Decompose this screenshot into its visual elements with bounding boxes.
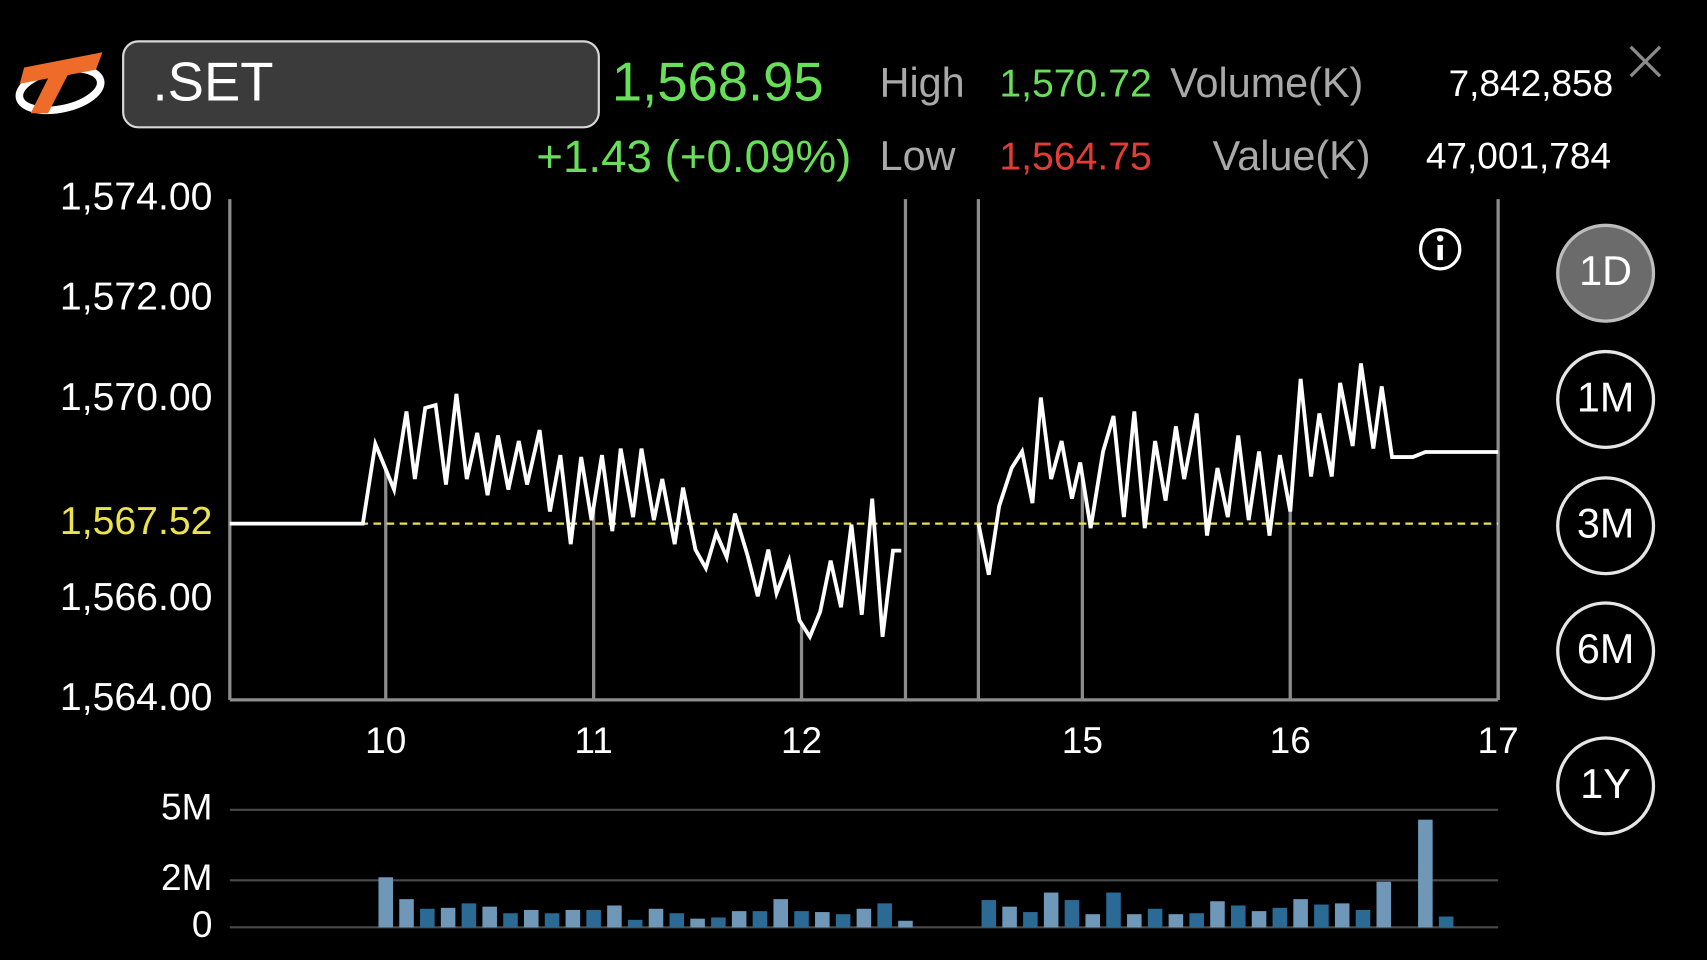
volume-bar: [794, 911, 809, 928]
volume-bar: [1106, 892, 1121, 928]
volume-bar: [648, 908, 664, 928]
range-button[interactable]: [1556, 601, 1656, 701]
symbol[interactable]: .SET: [153, 51, 274, 112]
close-button[interactable]: [1629, 45, 1662, 78]
y-tick-label: 1,566.00: [60, 576, 212, 619]
volume-bar: [773, 899, 789, 928]
change: +1.43 (+0.09%): [536, 131, 851, 182]
volume-bar: [731, 911, 747, 928]
volume-bar: [503, 913, 518, 928]
volume-bar: [1127, 914, 1142, 928]
high-value: 1,570.72: [999, 62, 1151, 105]
volume-bar: [399, 899, 414, 928]
volume-bar: [544, 913, 560, 928]
volume-bar: [523, 909, 539, 928]
x-tick-label: 12: [781, 720, 822, 761]
value-value: 47,001,784: [1426, 136, 1611, 177]
volume-bar: [981, 900, 997, 928]
volume-label: Volume(K): [1170, 60, 1363, 106]
x-tick-label: 16: [1270, 720, 1311, 761]
volume-bar: [1189, 913, 1204, 928]
x-tick-label: 15: [1062, 720, 1103, 761]
volume-bar: [1334, 903, 1350, 928]
volume-bar: [1438, 916, 1454, 928]
high-label: High: [880, 60, 965, 106]
volume-bar: [1418, 819, 1433, 928]
volume-bar: [420, 908, 435, 928]
volume-bar: [607, 905, 622, 928]
volume-value: 7,842,858: [1449, 63, 1614, 104]
volume-bar: [856, 908, 872, 928]
volume-bar: [752, 911, 768, 928]
y-tick-label: 1,570.00: [60, 376, 212, 419]
y-tick-label: 1,574.00: [60, 176, 212, 219]
volume-tick-label: 0: [192, 904, 213, 945]
volume-tick-label: 5M: [161, 787, 212, 828]
charts: 1,564.00 1,566.00 1,570.00 1,572.00 1,574.00…: [60, 176, 1519, 946]
range-button[interactable]: [1556, 223, 1656, 323]
low-label: Low: [880, 133, 956, 179]
x-tick-label: 10: [365, 720, 406, 761]
volume-bar: [482, 906, 497, 928]
value-label: Value(K): [1213, 133, 1371, 179]
volume-bar: [378, 877, 394, 928]
info-button[interactable]: [1418, 228, 1462, 271]
range-button-label[interactable]: 3M: [1577, 501, 1634, 547]
volume-bar: [1230, 905, 1246, 928]
price-line: [229, 363, 1499, 641]
volume-bar: [461, 903, 477, 928]
volume-bar: [877, 903, 892, 928]
volume-bar: [1147, 908, 1163, 928]
range-button-label[interactable]: 1Y: [1580, 761, 1631, 807]
x-tick-label: 11: [574, 720, 612, 761]
range-button-label[interactable]: 1M: [1577, 374, 1634, 420]
volume-bar: [1251, 911, 1267, 928]
volume-bar: [565, 909, 581, 928]
range-button[interactable]: [1556, 736, 1656, 836]
logo: [15, 52, 105, 115]
range-button-label[interactable]: 1D: [1579, 248, 1632, 294]
volume-bar: [1314, 904, 1329, 928]
search-box[interactable]: [122, 40, 600, 129]
volume-bar: [690, 918, 705, 928]
volume-bar: [1043, 892, 1059, 928]
volume-bar: [711, 917, 726, 928]
volume-bar: [898, 920, 913, 928]
volume-bar: [1023, 912, 1038, 928]
y-tick-label: 1,572.00: [60, 276, 212, 319]
volume-bar: [835, 914, 851, 928]
volume-bar: [815, 912, 830, 928]
volume-bar: [1210, 901, 1225, 928]
range-buttons: 1D 1M 3M 6M 1Y: [1556, 223, 1656, 836]
volume-bar: [1293, 899, 1308, 928]
volume-bar: [1168, 914, 1184, 928]
range-button[interactable]: [1556, 476, 1656, 576]
volume-bar: [1064, 900, 1080, 928]
range-button-label[interactable]: 6M: [1577, 626, 1634, 672]
volume-bar: [1376, 881, 1392, 928]
volume-bar: [586, 909, 601, 928]
y-tick-label: 1,564.00: [60, 676, 212, 719]
reference-label: 1,567.52: [60, 500, 212, 543]
x-tick-label: 17: [1478, 720, 1519, 761]
volume-bar: [440, 907, 456, 928]
last-price: 1,568.95: [612, 51, 824, 112]
volume-bar: [1002, 906, 1017, 928]
volume-bar: [627, 919, 643, 928]
volume-bar: [1272, 907, 1288, 928]
volume-bar: [1355, 909, 1371, 928]
volume-bar: [669, 913, 685, 928]
low-value: 1,564.75: [999, 135, 1151, 178]
range-button[interactable]: [1556, 349, 1656, 449]
volume-bar: [1085, 914, 1101, 928]
volume-tick-label: 2M: [161, 857, 212, 898]
